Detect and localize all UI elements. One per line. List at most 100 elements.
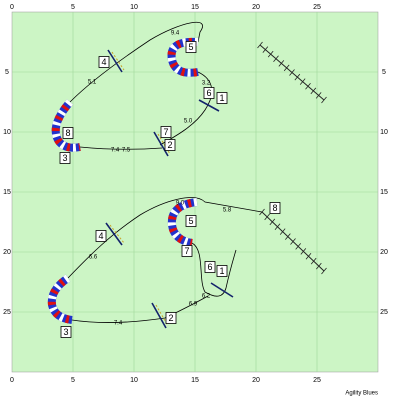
tunnel-stripe [167,198,198,247]
distance-label: 7.5 [122,148,131,154]
tunnel-stripe [51,99,81,152]
number-box [59,152,71,164]
tunnels [47,37,199,324]
obstacle-number: 6 [206,88,211,98]
y-tick-label: 25 [3,309,11,316]
obstacle-number: 5 [188,42,193,52]
obstacle-number: 3 [63,327,68,337]
weave-pole [278,60,285,67]
weave-pole [267,50,274,58]
number-box [204,261,216,273]
y-tick-label: 20 [3,249,11,256]
obstacle-number: 1 [219,266,224,276]
obstacle-number: 7 [184,246,189,256]
obstacle-number: 7 [163,127,168,137]
obstacle-number: 8 [65,128,70,138]
number-box [203,87,215,99]
weave-pole [321,96,327,104]
x-tick-label: 10 [130,4,138,11]
weave-pole [264,213,270,221]
distance-label: 6.2 [202,294,211,300]
y-tick-label: 25 [380,309,388,316]
number-box [216,265,228,277]
x-tick-label: 0 [10,4,14,11]
number-box [185,41,197,53]
jumps [105,49,234,329]
y-tick-label: 5 [5,69,9,76]
x-tick-label: 0 [10,377,14,384]
x-tick-label: 10 [130,377,138,384]
y-tick-label: 20 [380,249,388,256]
weave-pole [262,46,269,53]
x-tick-label: 25 [313,4,321,11]
weave-pole [316,262,322,270]
number-box [60,326,72,338]
x-tick-label: 20 [252,377,260,384]
number-box [164,139,176,151]
y-tick-label: 5 [382,69,386,76]
y-tick-label: 15 [3,189,11,196]
x-tick-label: 15 [191,4,199,11]
number-box [95,230,107,242]
number-box [185,215,197,227]
obstacle-number: 4 [98,231,103,241]
handler-path [67,21,263,323]
weave-pole [294,73,301,81]
distance-label: 5.0 [184,119,193,125]
weave-pole [285,233,291,240]
weave-pole [299,78,306,85]
weave-pole [290,238,296,245]
number-box [165,312,177,324]
obstacle-number: 1 [219,93,224,103]
distance-label: 9.0 [176,201,185,207]
weave-ticks [257,41,327,275]
footer: Agility Blues [345,391,378,397]
number-box [98,56,110,68]
number-box [62,127,74,139]
distance-label: 6.6 [89,255,98,261]
x-tick-label: 15 [191,377,199,384]
weave-pole [273,55,279,63]
weave-pole [269,218,276,226]
x-tick-label: 25 [313,377,321,384]
weave-pole [295,243,301,250]
distance-label: 6.9 [189,302,198,308]
obstacle-number: 2 [167,140,172,150]
weave-pole [279,228,286,235]
weave-pole [305,82,311,90]
distance-label: 3.2 [202,81,211,87]
x-tick-label: 5 [71,377,75,384]
weave-pole [289,69,295,76]
weave-pole [274,223,281,231]
weave-pole [305,252,312,260]
distance-label: 9.4 [171,31,180,37]
distance-label: 5.1 [88,80,97,86]
x-tick-label: 20 [252,4,260,11]
x-tick-label: 5 [71,4,75,11]
number-box [181,245,193,257]
weave-pole [321,267,327,275]
distance-label: 5.8 [223,208,232,214]
weave-pole [310,87,317,95]
y-tick-label: 10 [380,129,388,136]
number-box [216,92,228,104]
obstacle-number: 2 [168,313,173,323]
obstacle-number: 5 [188,216,193,226]
weave-pole [283,64,290,72]
obstacle-number: 6 [207,262,212,272]
y-tick-label: 15 [380,189,388,196]
tunnel-stripe [167,37,199,77]
y-tick-label: 10 [3,129,11,136]
obstacle-number: 8 [272,203,277,213]
obstacle-number: 4 [101,57,106,67]
number-box [269,202,281,214]
number-box [160,126,172,138]
tunnel-stripe [47,274,73,324]
obstacle-number: 3 [62,153,67,163]
weave-pole [257,41,263,49]
weave-pole [300,248,307,255]
weave-pole [310,257,317,265]
weave-pole [315,92,322,99]
